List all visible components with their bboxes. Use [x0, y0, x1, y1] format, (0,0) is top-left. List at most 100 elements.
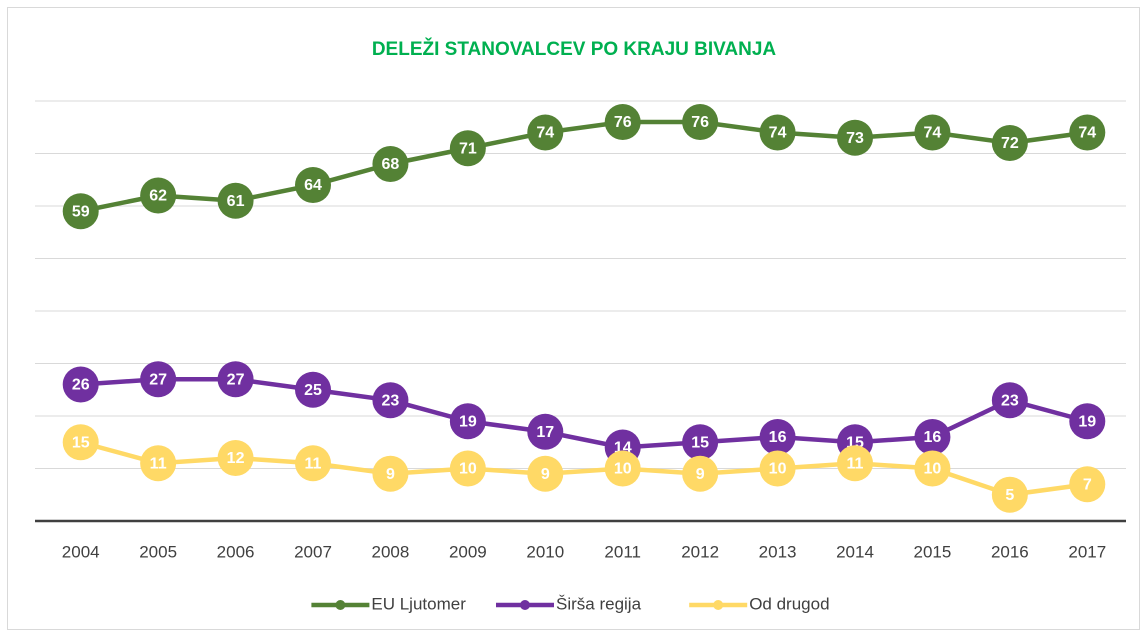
marker — [991, 476, 1028, 513]
marker — [140, 177, 177, 214]
data-label: 10 — [614, 461, 632, 478]
marker — [527, 413, 564, 450]
marker — [295, 167, 331, 203]
data-label: 16 — [769, 429, 787, 446]
marker — [217, 440, 254, 476]
x-tick-label: 2005 — [139, 542, 177, 561]
chart-title: DELEŽI STANOVALCEV PO KRAJU BIVANJA — [372, 38, 777, 60]
x-tick-label: 2008 — [372, 542, 410, 561]
marker — [682, 104, 719, 140]
x-tick-label: 2006 — [217, 542, 255, 561]
marker — [991, 125, 1028, 161]
marker — [991, 382, 1028, 419]
marker — [449, 403, 486, 440]
data-label: 61 — [227, 193, 245, 210]
data-label: 76 — [691, 114, 709, 131]
marker — [1069, 466, 1106, 503]
x-tick-label: 2010 — [526, 542, 564, 561]
legend-label: Širša regija — [556, 594, 642, 613]
data-label: 16 — [924, 429, 942, 446]
data-label: 27 — [227, 371, 245, 388]
data-label: 64 — [304, 177, 322, 194]
marker — [914, 419, 951, 455]
x-tick-label: 2004 — [62, 542, 100, 561]
data-label: 74 — [1078, 125, 1096, 142]
marker — [837, 119, 873, 156]
marker — [449, 450, 486, 487]
x-tick-label: 2015 — [914, 542, 952, 561]
x-tick-label: 2012 — [681, 542, 719, 561]
marker — [914, 450, 951, 487]
data-label: 59 — [72, 203, 90, 220]
data-label: 74 — [924, 125, 942, 142]
marker — [62, 424, 99, 461]
marker — [1069, 403, 1106, 440]
x-tick-label: 2017 — [1068, 542, 1106, 561]
data-label: 73 — [846, 130, 864, 147]
marker — [837, 445, 873, 482]
data-label: 23 — [382, 392, 400, 409]
legend-label: EU Ljutomer — [371, 594, 466, 613]
data-label: 27 — [149, 371, 167, 388]
legend-label: Od drugod — [749, 594, 829, 613]
marker — [295, 445, 331, 482]
marker — [62, 366, 99, 403]
data-label: 9 — [386, 466, 395, 483]
data-label: 9 — [541, 466, 550, 483]
data-label: 62 — [149, 188, 167, 205]
x-tick-label: 2009 — [449, 542, 487, 561]
marker — [295, 371, 331, 408]
marker — [604, 104, 641, 140]
marker — [217, 182, 254, 219]
marker — [372, 455, 409, 492]
data-label: 19 — [459, 413, 477, 430]
marker — [527, 455, 564, 492]
chart-border — [7, 7, 1140, 630]
data-label: 17 — [536, 424, 554, 441]
data-label: 76 — [614, 114, 632, 131]
marker — [914, 114, 951, 151]
data-label: 68 — [382, 156, 400, 173]
marker — [759, 450, 796, 487]
marker — [527, 114, 564, 151]
marker — [217, 361, 254, 398]
data-label: 15 — [72, 434, 90, 451]
data-label: 23 — [1001, 392, 1019, 409]
marker — [372, 382, 409, 419]
data-label: 72 — [1001, 135, 1019, 152]
marker — [759, 114, 796, 151]
data-label: 12 — [227, 450, 245, 467]
marker — [140, 361, 177, 398]
data-label: 9 — [696, 466, 705, 483]
legend-marker — [520, 600, 530, 610]
data-label: 11 — [847, 455, 864, 472]
legend-marker — [713, 600, 724, 610]
marker — [372, 146, 409, 182]
marker — [140, 445, 177, 482]
x-tick-label: 2013 — [759, 542, 797, 561]
marker — [62, 193, 99, 230]
data-label: 10 — [924, 461, 942, 478]
data-label: 26 — [72, 377, 90, 394]
data-label: 10 — [459, 461, 477, 478]
marker — [449, 130, 486, 167]
data-label: 10 — [769, 461, 787, 478]
data-label: 5 — [1005, 487, 1014, 504]
x-tick-label: 2016 — [991, 542, 1029, 561]
x-tick-label: 2007 — [294, 542, 332, 561]
data-label: 74 — [769, 125, 787, 142]
data-label: 74 — [536, 125, 554, 142]
data-label: 19 — [1078, 413, 1096, 430]
data-label: 11 — [150, 455, 167, 472]
x-tick-label: 2014 — [836, 542, 874, 561]
data-label: 11 — [305, 455, 322, 472]
marker — [682, 424, 719, 461]
data-label: 7 — [1083, 476, 1092, 493]
legend-marker — [335, 600, 346, 610]
data-label: 25 — [304, 382, 322, 399]
data-label: 15 — [691, 434, 709, 451]
marker — [604, 450, 641, 487]
marker — [759, 419, 796, 455]
x-tick-label: 2011 — [604, 542, 641, 561]
marker — [1069, 114, 1106, 151]
